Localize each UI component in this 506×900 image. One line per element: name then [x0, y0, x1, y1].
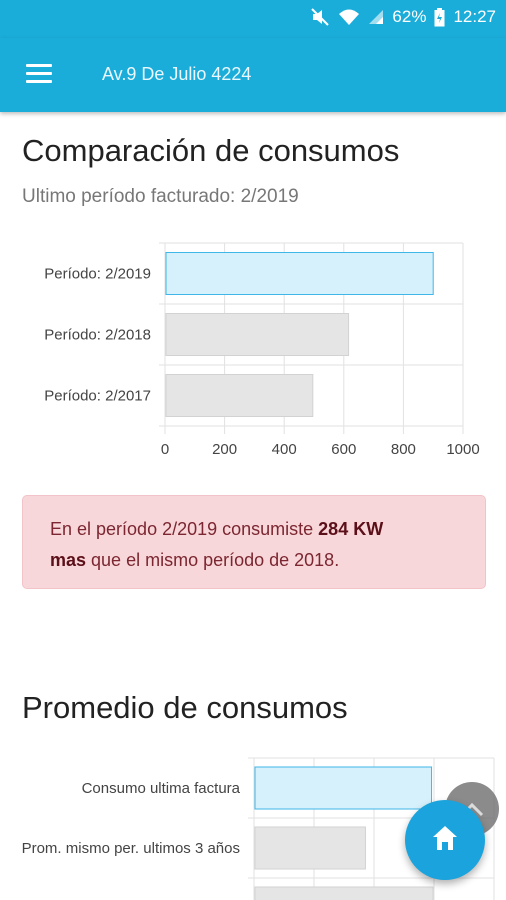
y-category-label: Consumo ultima factura [82, 780, 241, 797]
bar [254, 766, 433, 810]
mute-icon [310, 7, 330, 27]
clock: 12:27 [453, 7, 496, 26]
alert-amount: 284 KW [318, 519, 384, 539]
alert-mas: mas [50, 550, 87, 570]
average-title: Promedio de consumos [22, 690, 348, 725]
x-tick-label: 200 [212, 441, 237, 458]
menu-icon[interactable] [26, 64, 52, 84]
home-icon [433, 826, 457, 850]
alert-suffix: que el mismo período de 2018. [86, 550, 340, 570]
wifi-icon [338, 8, 360, 26]
bar [165, 313, 350, 356]
bar [165, 252, 434, 295]
bar [254, 886, 434, 900]
home-button[interactable] [405, 800, 485, 880]
comparison-chart: 0 200 400 600 800 1000 Período: 2/2019 Período:… [44, 242, 480, 458]
y-category-label: Período: 2/2017 [44, 388, 151, 405]
battery-percent: 62% [392, 7, 427, 26]
alert-text: En el período 2/2019 consumiste 284 KW ma… [50, 514, 470, 576]
bar [165, 374, 314, 417]
bar [254, 826, 366, 870]
y-category-label: Período: 2/2019 [44, 266, 151, 283]
signal-icon [368, 9, 384, 25]
x-tick-label: 800 [391, 441, 416, 458]
status-bar: 62% 12:27 [0, 0, 506, 38]
app-bar: Av.9 De Julio 4224 [0, 38, 506, 112]
y-category-label: Período: 2/2018 [44, 327, 151, 344]
comparison-subtitle: Ultimo período facturado: 2/2019 [22, 186, 299, 207]
x-tick-label: 0 [161, 441, 169, 458]
x-tick-label: 400 [272, 441, 297, 458]
alert-prefix: En el período 2/2019 consumiste [50, 519, 319, 539]
x-tick-label: 1000 [446, 441, 479, 458]
comparison-title: Comparación de consumos [22, 133, 400, 168]
battery-icon [434, 7, 445, 27]
app-title: Av.9 De Julio 4224 [102, 64, 252, 84]
y-category-label: Prom. mismo per. ultimos 3 años [22, 840, 240, 857]
x-tick-label: 600 [331, 441, 356, 458]
status-icons: 62% 12:27 [310, 7, 496, 27]
consumption-alert: En el período 2/2019 consumiste 284 KW ma… [22, 495, 486, 589]
